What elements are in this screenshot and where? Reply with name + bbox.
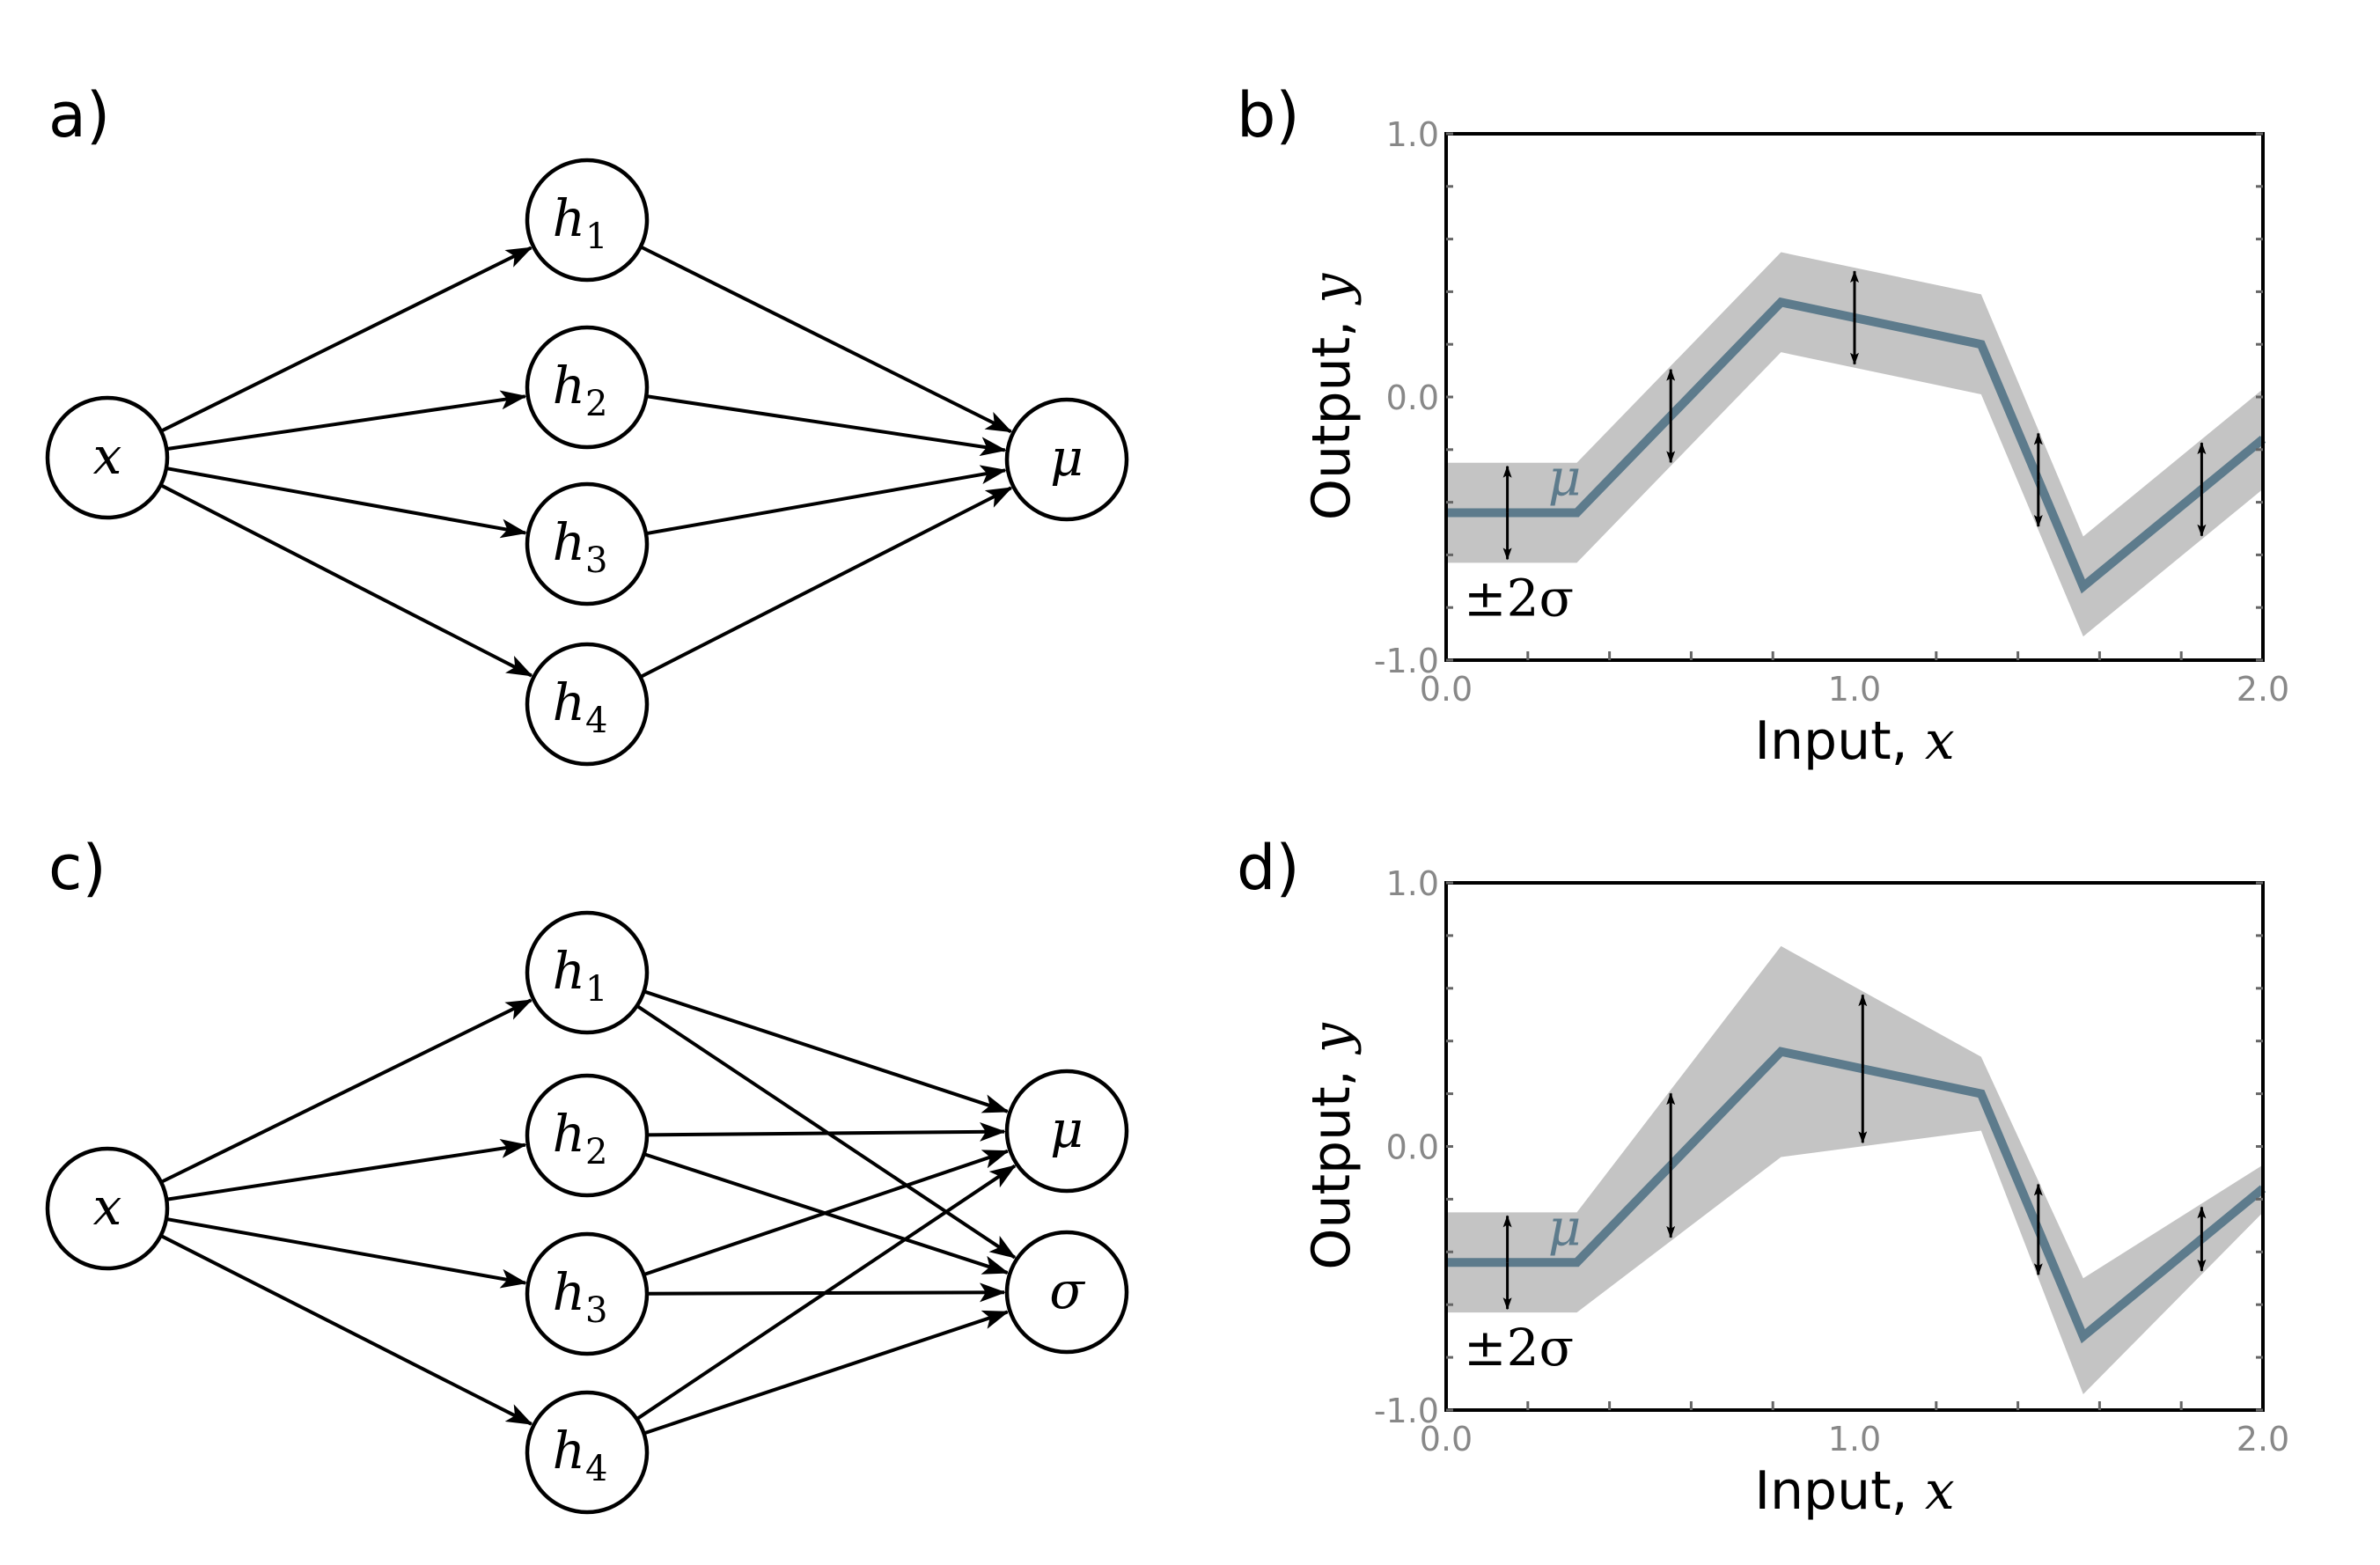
x-tick-label: 1.0 bbox=[1828, 670, 1881, 709]
output-node-sigma-circle bbox=[1004, 1230, 1129, 1355]
network-diagram-c: x h1 h2 h3 h4 μ σ bbox=[45, 910, 1129, 1515]
y-tick-label: 0.0 bbox=[1386, 378, 1439, 417]
hidden-node-h1-circle bbox=[525, 158, 650, 283]
edge-x-to-h4 bbox=[159, 1234, 533, 1426]
x-tick-label: 0.0 bbox=[1420, 670, 1473, 709]
hidden-node-h1-label: h1 bbox=[553, 188, 608, 257]
hidden-node-h3-circle bbox=[525, 481, 650, 606]
mean-line bbox=[1446, 297, 2266, 594]
hidden-node-h4-circle bbox=[525, 642, 650, 767]
edge-h3-to-out2 bbox=[646, 1282, 1007, 1303]
y-tick-label: 1.0 bbox=[1386, 864, 1439, 903]
hidden-node-h3-circle bbox=[525, 1231, 650, 1356]
edge-h2-to-out1 bbox=[645, 394, 1007, 457]
edge-h3-to-out1 bbox=[645, 465, 1008, 536]
edge-h1-to-out2 bbox=[635, 1004, 1017, 1260]
y-axis-label: Output, y bbox=[1301, 1022, 1363, 1270]
hidden-node-h2-circle bbox=[525, 1073, 650, 1198]
x-tick-label: 2.0 bbox=[2237, 670, 2289, 709]
panel-a-letter: a) bbox=[48, 79, 110, 151]
input-node-x-circle bbox=[45, 1146, 170, 1271]
edge-h4-to-out1 bbox=[639, 486, 1013, 679]
hidden-node-h3: h3 bbox=[525, 481, 650, 606]
output-node-mu: μ bbox=[1004, 397, 1129, 522]
hidden-node-h3-label: h3 bbox=[553, 512, 608, 581]
output-node-sigma-label: σ bbox=[1049, 1260, 1085, 1320]
network-diagram-a: x h1 h2 h3 h4 μ bbox=[45, 158, 1129, 767]
uncertainty-band bbox=[1446, 252, 2263, 637]
y-tick-label: 0.0 bbox=[1386, 1128, 1439, 1167]
edge-h1-to-out1 bbox=[639, 245, 1013, 434]
input-node-x: x bbox=[45, 1146, 170, 1271]
input-node-x-label: x bbox=[93, 1177, 122, 1237]
y-axis-label: Output, y bbox=[1301, 273, 1363, 521]
hidden-node-h2-label: h2 bbox=[553, 356, 608, 424]
edge-x-to-h3 bbox=[165, 467, 528, 539]
hidden-node-h4-circle bbox=[525, 1390, 650, 1515]
hidden-node-h4-label: h4 bbox=[553, 672, 608, 741]
y-tick-label: 1.0 bbox=[1386, 115, 1439, 154]
hidden-node-h2-label: h2 bbox=[553, 1104, 608, 1172]
panel-c-letter: c) bbox=[48, 832, 107, 904]
x-tick-label: 1.0 bbox=[1828, 1420, 1881, 1458]
output-node-mu-circle bbox=[1004, 397, 1129, 522]
input-node-x-label: x bbox=[93, 426, 122, 486]
y-tick-label: -1.0 bbox=[1374, 642, 1439, 680]
hidden-node-h1: h1 bbox=[525, 910, 650, 1035]
mean-label: μ bbox=[1548, 1197, 1582, 1257]
x-tick-label: 0.0 bbox=[1420, 1420, 1473, 1458]
hidden-node-h4-label: h4 bbox=[553, 1421, 608, 1489]
edge-h1-to-out1 bbox=[643, 989, 1010, 1113]
x-tick-label: 2.0 bbox=[2237, 1420, 2289, 1458]
y-tick-label: -1.0 bbox=[1374, 1392, 1439, 1430]
hidden-node-h1: h1 bbox=[525, 158, 650, 283]
edge-h4-to-out2 bbox=[643, 1310, 1010, 1436]
input-node-x: x bbox=[45, 395, 170, 520]
edge-x-to-h2 bbox=[165, 390, 527, 452]
hidden-node-h3: h3 bbox=[525, 1231, 650, 1356]
hidden-node-h4: h4 bbox=[525, 1390, 650, 1515]
output-node-mu-label: μ bbox=[1050, 1099, 1083, 1159]
output-node-mu-circle bbox=[1004, 1069, 1129, 1194]
hidden-node-h4: h4 bbox=[525, 642, 650, 767]
edge-h2-to-out2 bbox=[643, 1152, 1010, 1275]
edge-x-to-h4 bbox=[159, 483, 533, 678]
hidden-node-h1-circle bbox=[525, 910, 650, 1035]
edge-x-to-h1 bbox=[160, 246, 533, 433]
input-node-x-circle bbox=[45, 395, 170, 520]
mean-line bbox=[1446, 1047, 2266, 1344]
hidden-node-h2: h2 bbox=[525, 325, 650, 450]
output-node-mu-label: μ bbox=[1050, 428, 1083, 488]
panel-b-letter: b) bbox=[1237, 79, 1300, 151]
x-axis-label: Input, x bbox=[1754, 1460, 1954, 1522]
hidden-node-h1-label: h1 bbox=[553, 941, 608, 1010]
output-node-sigma: σ bbox=[1004, 1230, 1129, 1355]
hidden-node-h2-circle bbox=[525, 325, 650, 450]
hidden-node-h3-label: h3 bbox=[553, 1262, 608, 1331]
band-label: ±2σ bbox=[1464, 1318, 1574, 1378]
edge-x-to-h1 bbox=[160, 998, 533, 1184]
panel-d-letter: d) bbox=[1237, 832, 1300, 904]
edge-x-to-h3 bbox=[165, 1216, 528, 1289]
mean-label: μ bbox=[1548, 448, 1582, 508]
band-label: ±2σ bbox=[1464, 568, 1574, 628]
hidden-node-h2: h2 bbox=[525, 1073, 650, 1198]
x-axis-label: Input, x bbox=[1754, 710, 1954, 772]
output-node-mu: μ bbox=[1004, 1069, 1129, 1194]
edge-x-to-h2 bbox=[165, 1139, 527, 1201]
